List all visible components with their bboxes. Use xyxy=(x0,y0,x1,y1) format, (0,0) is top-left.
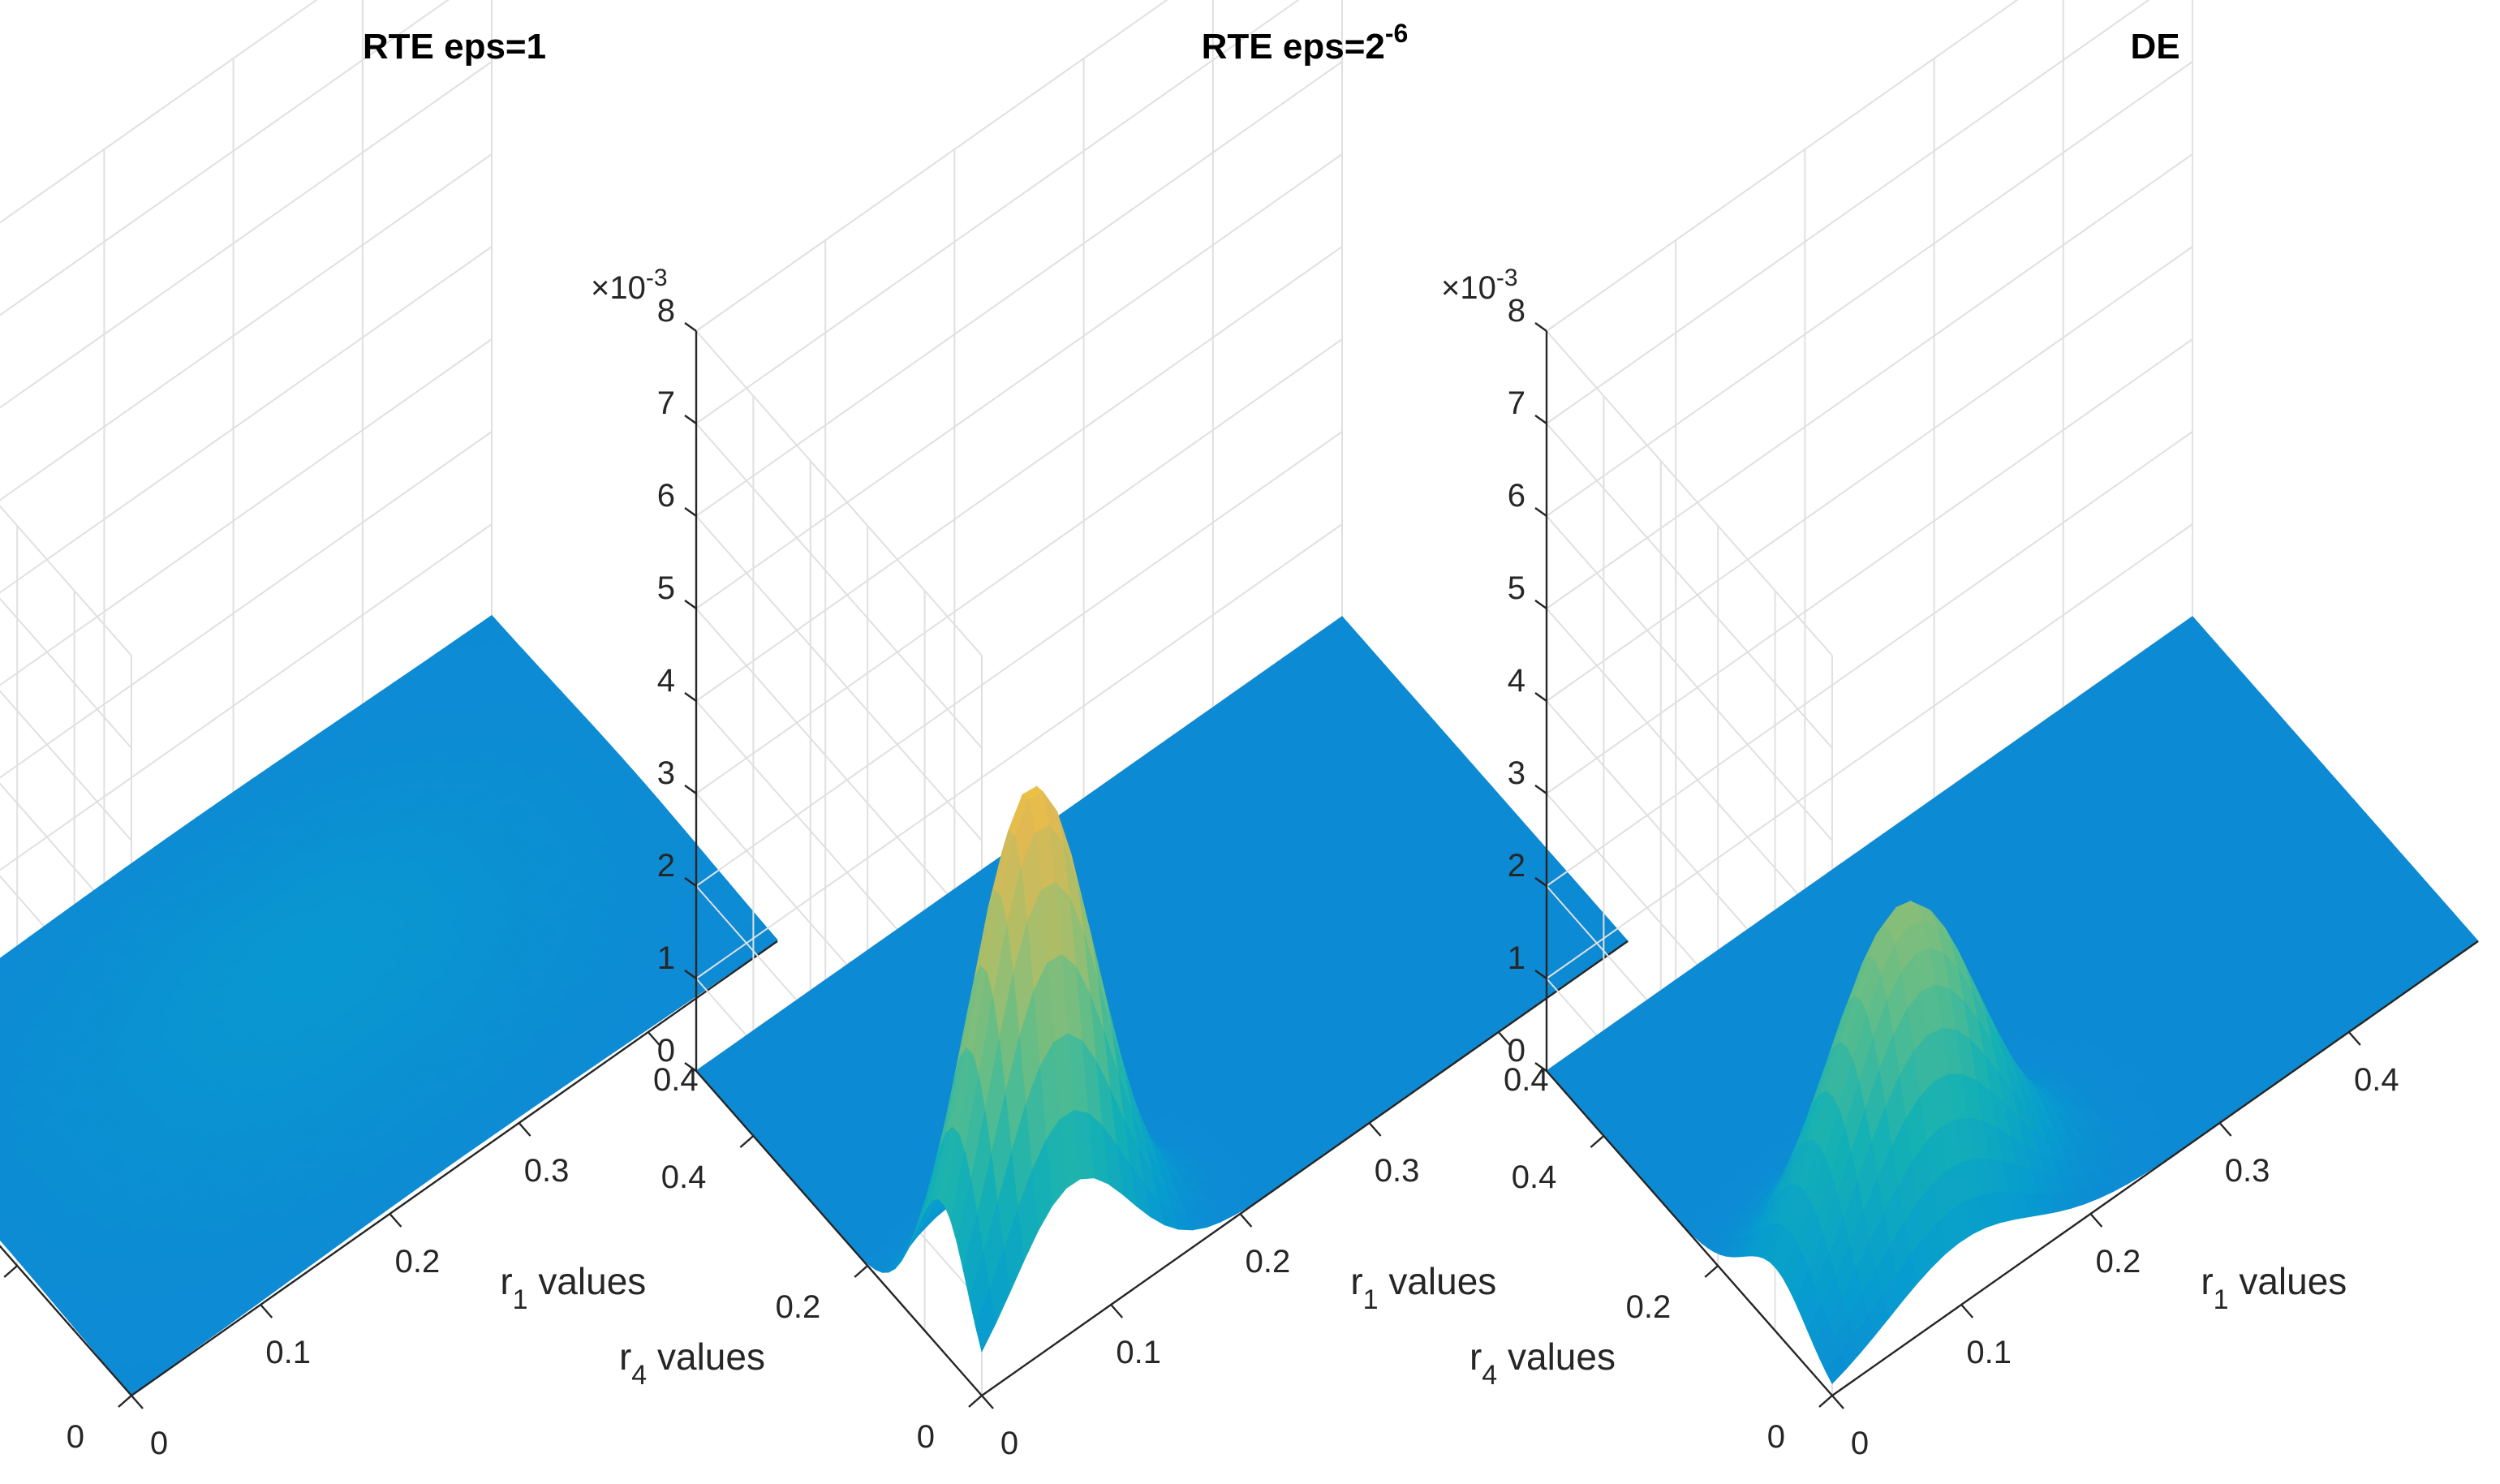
z-tick-label: 7 xyxy=(657,385,675,421)
z-tick xyxy=(684,692,697,702)
grid-z-line-left xyxy=(695,423,983,749)
surface-patch xyxy=(0,1006,4,1014)
x-tick-label: 0.3 xyxy=(524,1153,570,1189)
x-tick xyxy=(389,1213,402,1228)
grid-z-line-back xyxy=(0,153,493,501)
grid-z-line-back xyxy=(1546,246,2193,702)
grid-z-line-back xyxy=(1546,0,2019,332)
x-tick xyxy=(260,1304,273,1318)
x-tick-label: 0.3 xyxy=(1375,1153,1420,1189)
x-axis-label: r1 values xyxy=(1350,1260,1496,1315)
grid-z-line-back xyxy=(695,61,1343,517)
x-tick xyxy=(518,1122,531,1137)
x-tick-label: 0.1 xyxy=(1116,1335,1161,1370)
z-tick-label: 4 xyxy=(657,663,675,699)
z-tick-label: 0 xyxy=(657,1033,675,1069)
grid-z-line-left xyxy=(0,505,132,656)
x-tick xyxy=(981,1395,994,1409)
grid-z-line-left xyxy=(0,597,132,749)
y-tick-label: 0.4 xyxy=(661,1159,707,1195)
z-tick-label: 3 xyxy=(657,755,675,791)
y-tick xyxy=(854,1265,868,1278)
grid-z-line-left xyxy=(1546,330,1833,656)
z-tick-label: 1 xyxy=(657,940,675,976)
x-tick xyxy=(1368,1122,1382,1137)
x-tick-label: 0 xyxy=(1000,1426,1018,1461)
grid-z-line-back xyxy=(0,0,318,224)
z-scale-factor: ×10-3 xyxy=(591,265,668,306)
y-tick-label: 0 xyxy=(67,1419,84,1455)
grid-z-line-back xyxy=(0,246,493,594)
grid-z-line-left xyxy=(1546,515,1833,841)
grid-z-line-back xyxy=(0,523,493,871)
grid-z-line-left xyxy=(0,690,132,841)
y-tick-label: 0 xyxy=(917,1419,935,1455)
grid-z-line-back xyxy=(1546,0,2150,424)
x-tick-label: 0 xyxy=(150,1426,168,1461)
grid-z-line-back xyxy=(1546,61,2193,517)
grid-z-line-left xyxy=(0,782,132,934)
x-tick xyxy=(1239,1213,1253,1228)
z-tick-label: 5 xyxy=(657,570,675,606)
y-axis-label: r4 values xyxy=(619,1336,765,1391)
z-tick xyxy=(684,322,697,332)
grid-z-line-left xyxy=(1546,608,1833,934)
grid-z-line-back xyxy=(0,431,493,779)
grid-z-line-left xyxy=(1546,423,1833,749)
z-tick xyxy=(684,415,697,424)
grid-z-line-back xyxy=(695,246,1343,702)
grid-z-line-left xyxy=(695,515,983,841)
z-tick xyxy=(684,785,697,794)
y-tick-label: 0.2 xyxy=(776,1289,821,1325)
x-tick-label: 0.2 xyxy=(1246,1244,1291,1280)
x-tick-label: 0.2 xyxy=(395,1244,441,1280)
grid-z-line-left xyxy=(695,608,983,934)
x-tick xyxy=(131,1395,144,1409)
surface xyxy=(0,614,778,1396)
grid-z-line-back xyxy=(695,153,1343,609)
y-tick xyxy=(118,1395,132,1408)
z-tick-label: 6 xyxy=(657,478,675,514)
grid-z-line-back xyxy=(1546,153,2193,609)
grid-z-line-left xyxy=(695,330,983,656)
surface xyxy=(695,616,1629,1353)
chart-title: RTE eps=2-6 xyxy=(1202,19,1409,67)
y-tick xyxy=(739,1135,755,1148)
grid-z-line-back xyxy=(0,338,493,686)
surface-patch xyxy=(0,1081,6,1091)
y-tick xyxy=(3,1265,18,1278)
grid-z-line-back xyxy=(0,61,493,409)
z-tick-label: 2 xyxy=(657,848,675,884)
x-tick-label: 0.1 xyxy=(265,1335,311,1370)
x-axis-label: r1 values xyxy=(500,1260,646,1315)
z-tick xyxy=(684,507,697,517)
z-tick-label: 8 xyxy=(657,293,675,329)
grid-z-line-back xyxy=(0,0,450,316)
x-tick xyxy=(1110,1304,1124,1318)
chart-title: RTE eps=1 xyxy=(363,27,546,67)
y-tick xyxy=(968,1395,983,1408)
z-tick xyxy=(684,600,697,609)
